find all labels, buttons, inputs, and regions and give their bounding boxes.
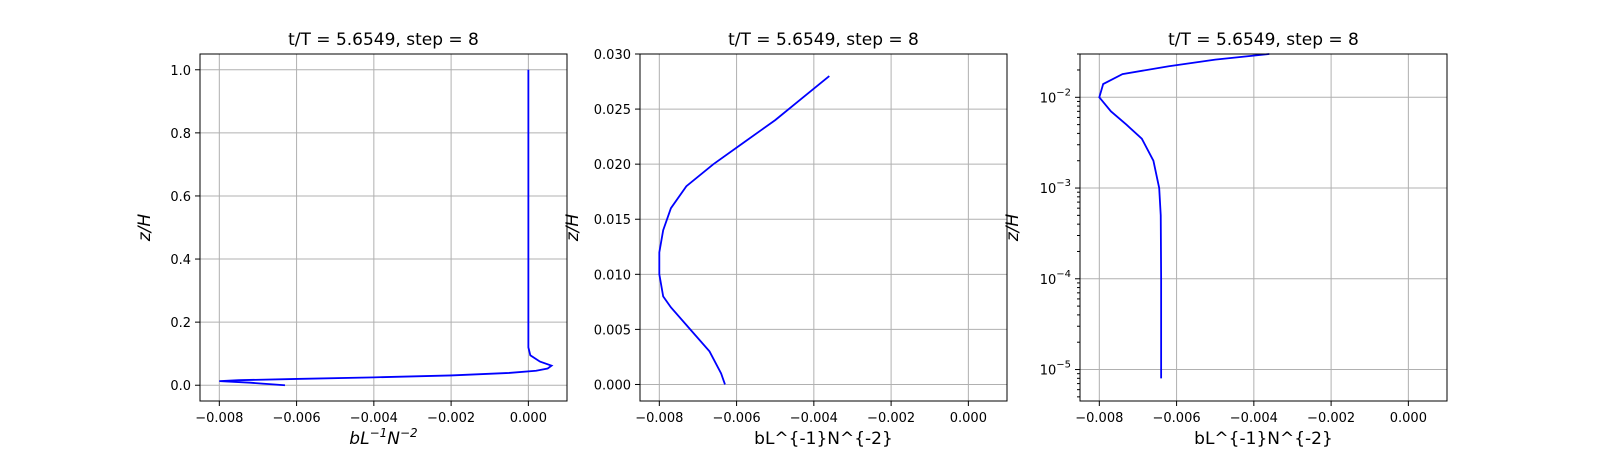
x-axis-label: bL−1N−2 (349, 426, 417, 449)
y-tick-label: 10−4 (1040, 269, 1071, 288)
y-tick-label: 1.0 (170, 64, 191, 79)
series-line (658, 75, 830, 385)
y-tick-label: 0.030 (594, 48, 631, 63)
chart-title: t/T = 5.6549, step = 8 (288, 30, 479, 50)
x-tick-label: −0.008 (1075, 411, 1123, 426)
y-tick-label: 0.0 (170, 379, 191, 394)
chart-title: t/T = 5.6549, step = 8 (1168, 30, 1359, 50)
y-tick-label: 10−3 (1040, 178, 1071, 197)
y-tick-label: 0.4 (170, 253, 191, 268)
x-axis-label: bL^{-1}N^{-2} (754, 429, 893, 449)
chart-panel-2: −0.008 −0.006 −0.004 −0.002 0.000 0.000 0.005 0… (563, 30, 1008, 449)
x-tick-label: −0.006 (1153, 411, 1201, 426)
x-tick-label: 0.000 (950, 411, 987, 426)
y-tick-label: 0.020 (594, 158, 631, 173)
x-tick-label: −0.006 (713, 411, 761, 426)
x-tick-label: −0.006 (273, 411, 321, 426)
y-axis-label: z/H (135, 214, 155, 243)
y-tick-label: 0.010 (594, 268, 631, 283)
chart-title: t/T = 5.6549, step = 8 (728, 30, 919, 50)
y-axis-label: z/H (1003, 214, 1023, 243)
y-tick-label: 10−5 (1040, 360, 1071, 379)
plot-frame (1079, 53, 1448, 402)
y-tick-label: 0.000 (594, 378, 631, 393)
y-tick-label: 0.025 (594, 103, 631, 118)
y-tick-label: 10−2 (1040, 87, 1071, 106)
x-tick-label: −0.002 (427, 411, 475, 426)
y-tick-label: 0.005 (594, 323, 631, 338)
x-tick-label: −0.002 (1307, 411, 1355, 426)
x-tick-label: −0.004 (1230, 411, 1278, 426)
x-tick-label: −0.004 (350, 411, 398, 426)
y-axis-label: z/H (563, 214, 583, 243)
y-tick-label: 0.2 (170, 316, 191, 331)
chart-panel-1: −0.008 −0.006 −0.004 −0.002 0.000 0.0 0.2 0.4 0.… (135, 30, 568, 449)
plot-frame (199, 53, 568, 402)
x-tick-label: −0.008 (635, 411, 683, 426)
x-tick-label: −0.008 (195, 411, 243, 426)
x-axis-label: bL^{-1}N^{-2} (1194, 429, 1333, 449)
series-line (219, 69, 554, 387)
chart-panel-3: −0.008 −0.006 −0.004 −0.002 0.000 10−5 10−4 10−… (1003, 30, 1448, 449)
y-tick-label: 0.015 (594, 213, 631, 228)
x-tick-label: 0.000 (1390, 411, 1427, 426)
x-tick-label: 0.000 (510, 411, 547, 426)
x-tick-label: −0.002 (867, 411, 915, 426)
x-tick-label: −0.004 (790, 411, 838, 426)
plot-frame (639, 53, 1008, 402)
series-line (1098, 53, 1270, 379)
y-tick-label: 0.8 (170, 127, 191, 142)
y-tick-label: 0.6 (170, 190, 191, 205)
